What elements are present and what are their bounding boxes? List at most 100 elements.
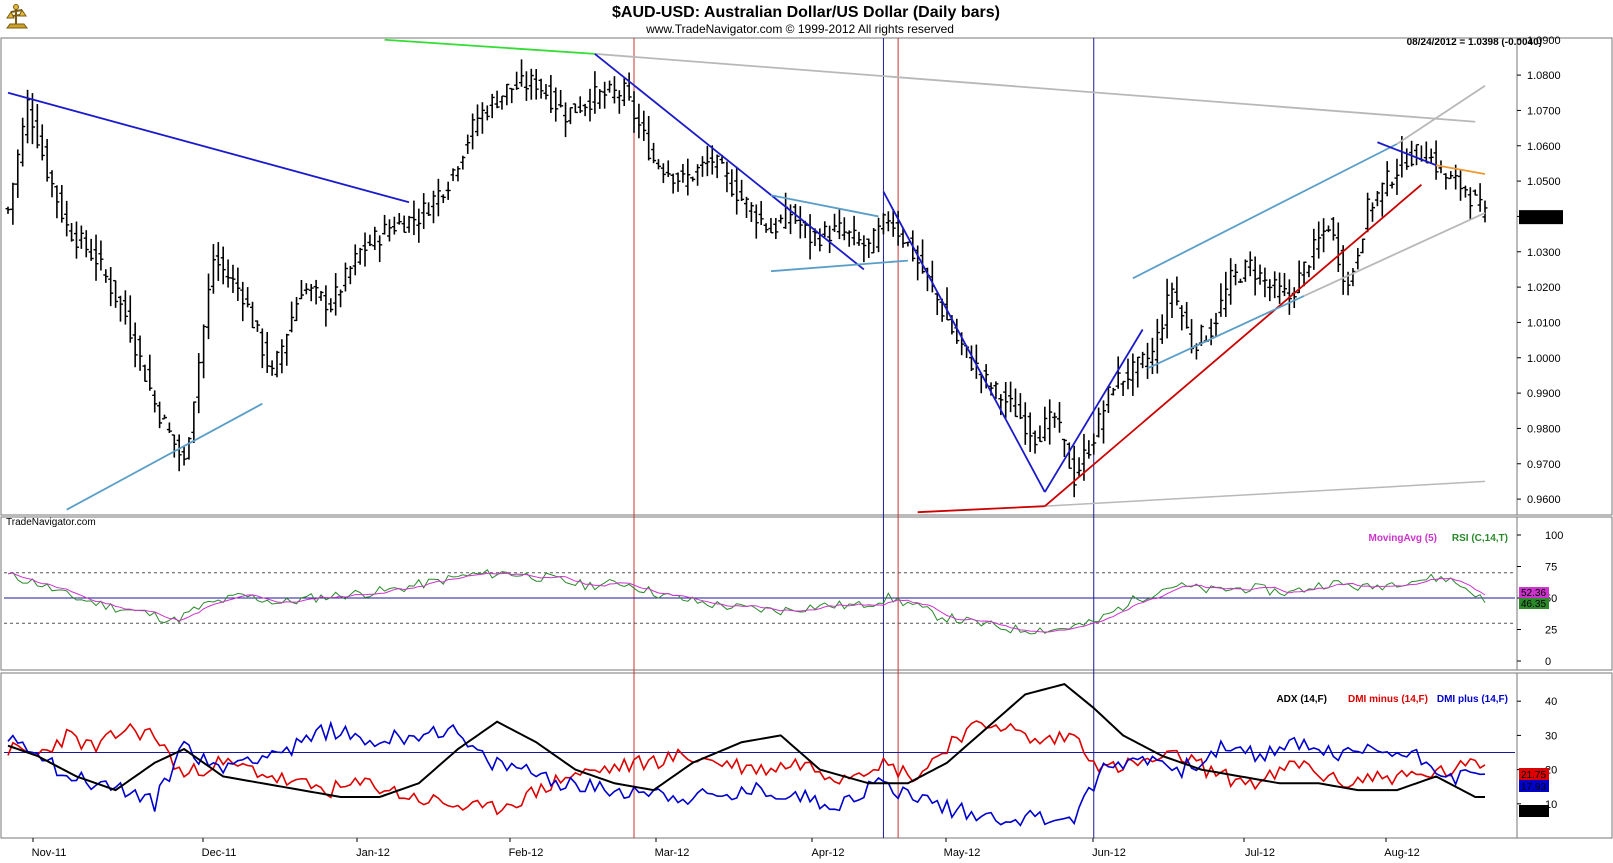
price-bar <box>1086 440 1092 459</box>
price-bar <box>430 190 436 224</box>
price-bar <box>122 290 128 325</box>
price-bar <box>1355 247 1361 270</box>
price-bar <box>563 102 569 138</box>
price-bar <box>773 217 779 240</box>
price-tick-label: 0.9700 <box>1527 459 1561 471</box>
x-tick-label: Dec-11 <box>202 847 237 859</box>
price-tick-label: 1.0600 <box>1527 141 1561 153</box>
price-bar <box>631 91 637 133</box>
dmi-last-tag <box>1519 768 1549 780</box>
price-bar <box>729 169 735 197</box>
price-bar <box>201 324 207 379</box>
legend-dmi-item: DMI plus (14,F) <box>1437 694 1508 705</box>
rsi-last-tag <box>1519 598 1549 610</box>
price-bar <box>20 117 26 167</box>
price-bar <box>1140 351 1146 369</box>
price-bar <box>215 242 221 281</box>
price-bar <box>597 89 603 109</box>
price-bar <box>127 295 133 343</box>
price-bar <box>181 447 187 466</box>
price-bar <box>162 414 168 420</box>
dmi-last-label: 12.08 <box>1521 807 1546 818</box>
price-bar <box>665 160 671 178</box>
x-axis: Nov-11 Dec-11 Jan-12 Feb-12 Mar-12 Apr-12 May-… <box>32 838 1420 859</box>
price-bar <box>1277 272 1283 304</box>
price-bar <box>1257 264 1263 285</box>
price-bar <box>98 240 104 271</box>
price-bar <box>54 185 60 219</box>
price-bar <box>401 215 407 234</box>
rsi-legend: MovingAvg (5) RSI (C,14,T) <box>1368 533 1508 544</box>
price-bar <box>1458 169 1464 201</box>
price-bar <box>1213 312 1219 338</box>
price-bar <box>1360 238 1366 254</box>
price-bar <box>323 285 329 327</box>
price-bar <box>519 59 525 87</box>
price-bar <box>876 217 882 253</box>
price-bar <box>871 228 877 254</box>
price-bar <box>851 215 857 246</box>
price-bar <box>621 77 627 106</box>
price-bar <box>1267 279 1273 302</box>
price-bar <box>900 227 906 248</box>
price-bar <box>1384 161 1390 197</box>
ma-last-label: 52.36 <box>1521 588 1546 599</box>
x-tick-label: May-12 <box>944 847 981 859</box>
price-bar <box>778 214 784 224</box>
dmi-last-label: 21.75 <box>1521 770 1546 781</box>
trendline <box>594 53 1476 123</box>
panel-frame <box>0 516 1613 671</box>
trendline <box>770 259 908 273</box>
rsi-moving-average-line <box>7 572 1486 633</box>
panel-frame <box>0 37 1613 516</box>
price-bar <box>1130 353 1136 396</box>
price-bar <box>1414 143 1420 166</box>
price-bar <box>607 80 613 93</box>
price-bar <box>1003 382 1009 419</box>
price-bar <box>1032 430 1038 454</box>
tradenavigator-logo-icon <box>6 4 28 29</box>
trendlines <box>7 38 1486 514</box>
price-tick-label: 1.0700 <box>1527 105 1561 117</box>
price-bar <box>191 401 197 443</box>
price-bar <box>699 156 705 177</box>
dmi-plus-line <box>7 720 1486 827</box>
price-bar <box>587 88 593 122</box>
price-bar <box>88 238 94 261</box>
price-bar <box>176 434 182 472</box>
price-bar <box>685 158 691 196</box>
price-bar <box>1115 356 1121 389</box>
chart-subtitle: www.TradeNavigator.com © 1999-2012 All r… <box>645 22 954 36</box>
price-bar <box>1042 406 1048 442</box>
price-bar <box>396 212 402 225</box>
price-bar <box>29 93 35 145</box>
price-bar <box>1404 148 1410 170</box>
price-bar <box>1321 218 1327 253</box>
price-bar <box>744 196 749 218</box>
price-bar <box>592 71 598 114</box>
price-bar <box>1443 173 1449 190</box>
price-tick-label: 1.0100 <box>1527 317 1561 329</box>
price-bar <box>406 215 412 233</box>
price-bar <box>113 279 119 308</box>
price-bar <box>1120 380 1126 397</box>
price-bar <box>5 206 11 214</box>
price-bar <box>298 279 304 300</box>
price-bar <box>352 244 358 276</box>
price-bar <box>117 295 123 322</box>
legend-rsi: RSI (C,14,T) <box>1452 533 1508 544</box>
dmi-last-label: 17.93 <box>1521 782 1546 793</box>
price-bar <box>1110 387 1116 396</box>
price-bar <box>240 281 246 322</box>
price-bar <box>171 434 177 458</box>
price-bar <box>142 364 148 382</box>
legend-dmi-item: DMI minus (14,F) <box>1348 694 1428 705</box>
price-bar <box>734 166 740 215</box>
price-bar <box>709 145 715 175</box>
price-bar <box>832 213 838 232</box>
price-bar <box>1052 412 1058 428</box>
price-bar <box>1237 278 1243 283</box>
